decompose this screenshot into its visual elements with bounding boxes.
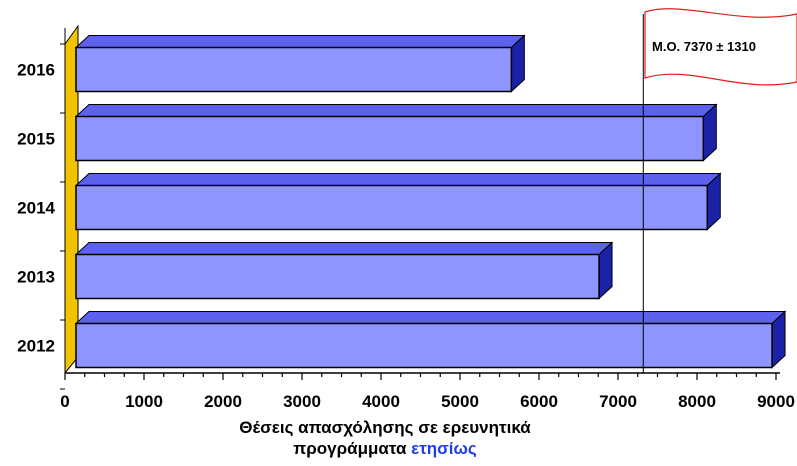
bar-top-face [74, 35, 526, 48]
x-tick-label-6000: 6000 [520, 392, 558, 411]
x-tick-label-5000: 5000 [441, 392, 479, 411]
bar-2013 [74, 241, 614, 300]
bar-2016 [74, 34, 526, 93]
bar-2012 [74, 310, 787, 369]
category-label-2016: 2016 [17, 61, 55, 80]
bar-top-face [74, 242, 614, 255]
x-axis-title-accent: ετησίως [411, 439, 477, 458]
x-tick-label-8000: 8000 [678, 392, 716, 411]
x-tick-label-9000: 9000 [757, 392, 795, 411]
x-tick-label-7000: 7000 [599, 392, 637, 411]
x-axis-title: Θέσεις απασχόλησης σε ερευνητικά προγράμ… [150, 417, 620, 459]
x-tick-label-0: 0 [60, 392, 69, 411]
bar-front-face [75, 115, 705, 162]
annotation-ribbon: M.O. 7370 ± 1310 [644, 8, 797, 86]
category-label-2012: 2012 [17, 337, 55, 356]
x-axis: 0 1000 2000 3000 4000 5000 6000 7000 8000 9000 [60, 28, 795, 411]
category-label-2013: 2013 [17, 268, 55, 287]
x-axis-title-line2: προγράμματα ετησίως [150, 438, 620, 459]
x-tick-label-1000: 1000 [125, 392, 163, 411]
bar-series [74, 34, 787, 369]
x-tick-label-2000: 2000 [204, 392, 242, 411]
bar-2014 [74, 172, 722, 231]
category-label-2014: 2014 [17, 199, 55, 218]
x-tick-label-3000: 3000 [283, 392, 321, 411]
x-axis-title-main: προγράμματα [293, 439, 407, 458]
annotation-ribbon-shape [644, 8, 797, 86]
bar-top-face [74, 104, 718, 117]
annotation-text: M.O. 7370 ± 1310 [652, 39, 756, 54]
bar-front-face [75, 184, 709, 231]
bar-2015 [74, 103, 718, 162]
x-axis-title-line1: Θέσεις απασχόλησης σε ερευνητικά [239, 418, 531, 437]
bar-front-face [75, 322, 773, 369]
bar-top-face [74, 311, 787, 324]
bar-front-face [75, 253, 600, 300]
category-labels: 2016 2015 2014 2013 2012 [17, 61, 55, 356]
category-label-2015: 2015 [17, 130, 55, 149]
x-tick-label-4000: 4000 [362, 392, 400, 411]
bar-front-face [75, 46, 513, 93]
bar-top-face [74, 173, 722, 186]
